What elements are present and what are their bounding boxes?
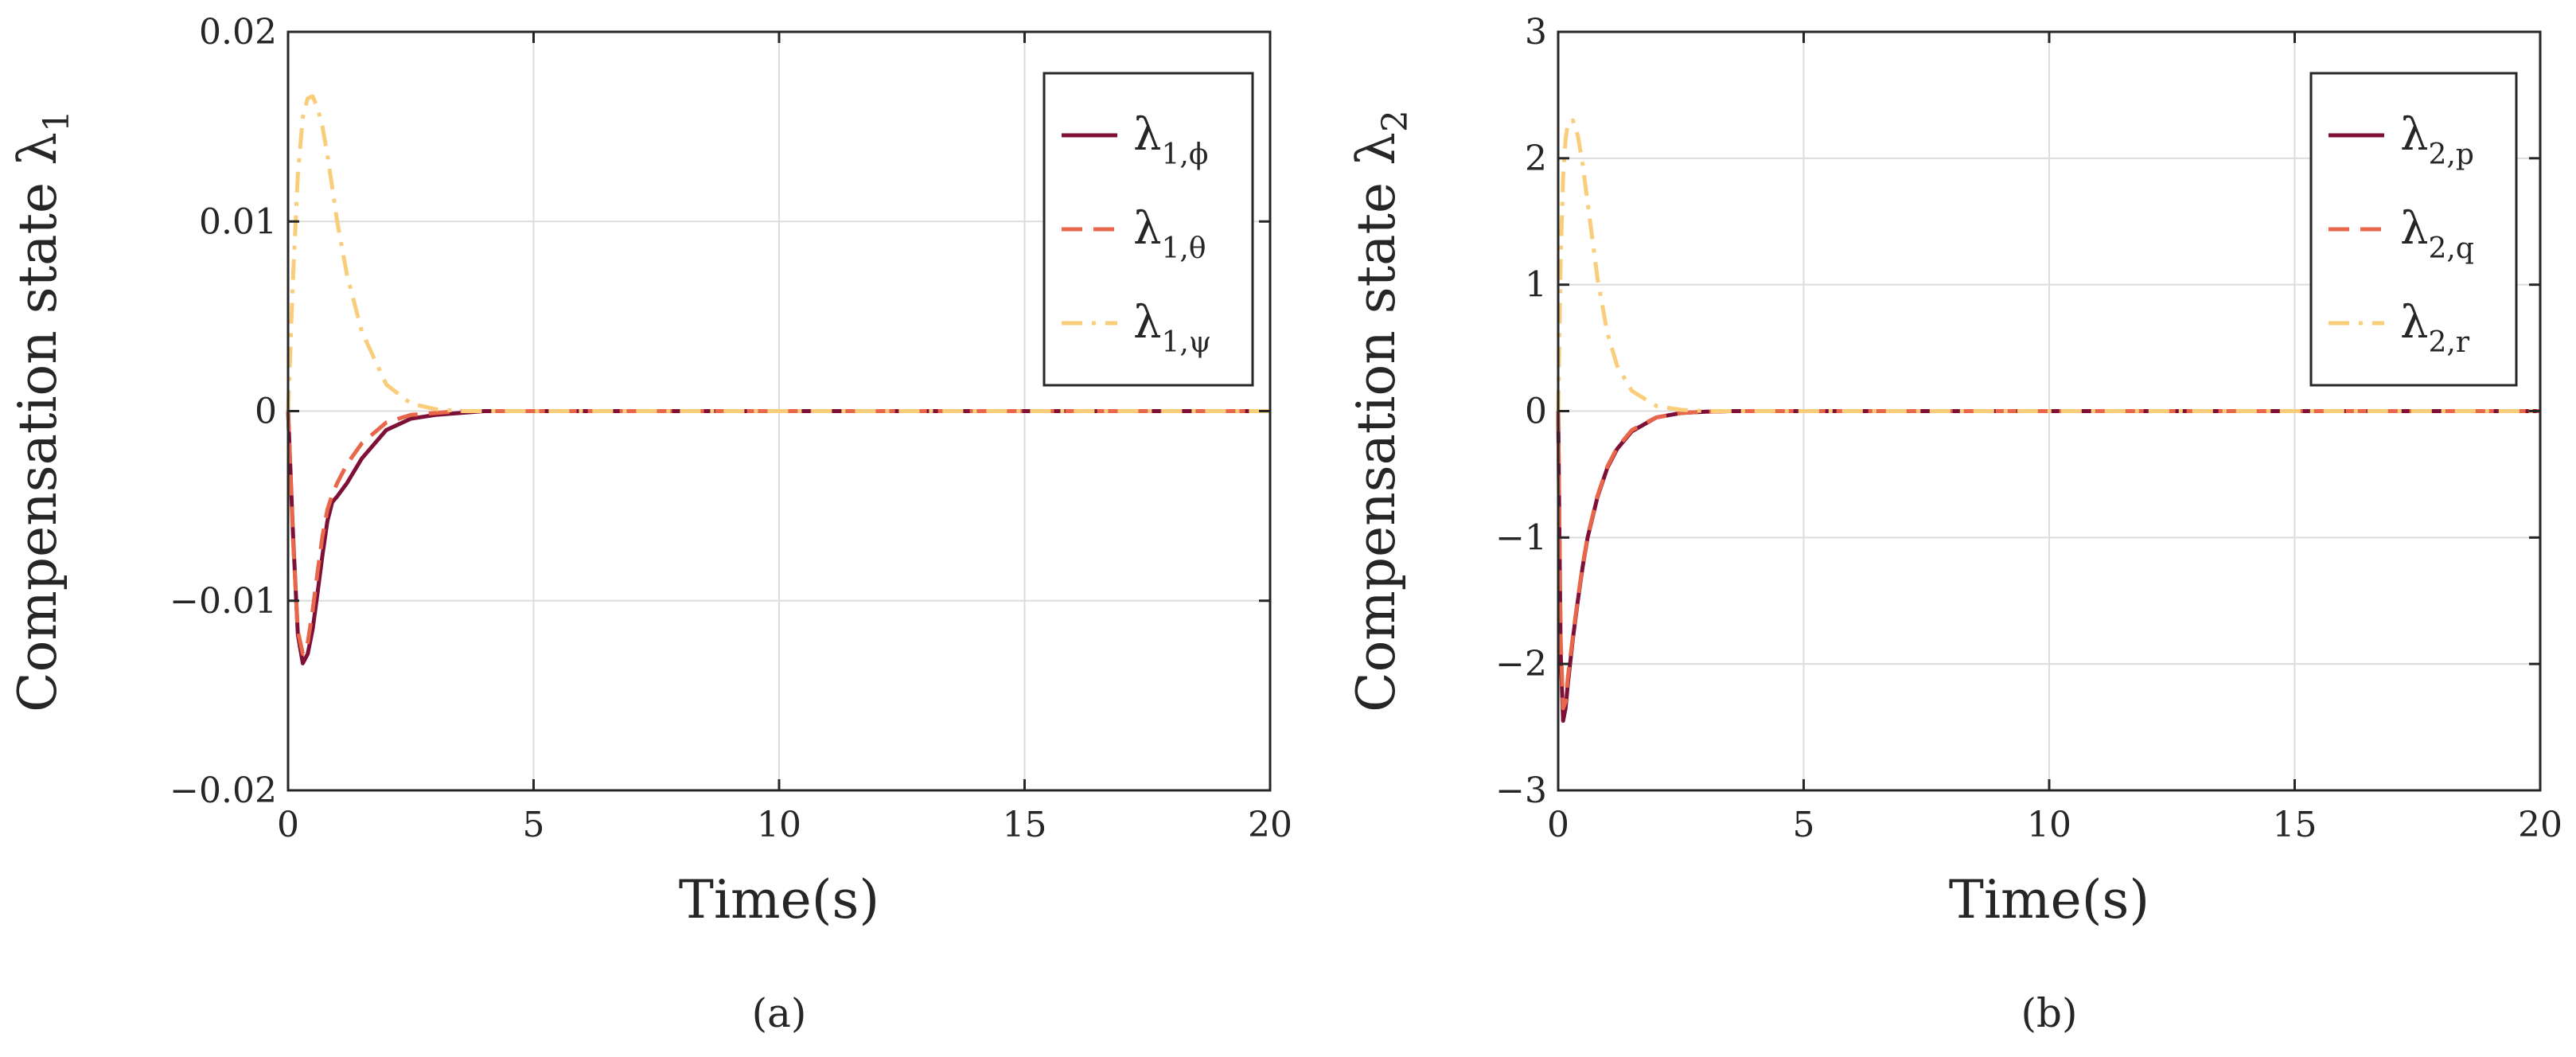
y-tick-label: 1 [1525,265,1547,306]
chart-panel-b: 0 5 10 15 20 −3 −2 −1 0 1 2 3 Time(s) Compensation st… [1346,12,2562,1036]
legend-label-1: λ1,ϕ [1133,109,1208,171]
x-tick-label: 5 [1793,805,1815,845]
x-tick-label: 10 [757,805,801,845]
y-tick-label: −0.02 [170,770,277,811]
x-axis-label: Time(s) [679,869,879,930]
x-tick-label: 20 [1248,805,1292,845]
x-tick-label: 0 [1547,805,1569,845]
y-tick-label: 0.02 [199,12,277,53]
x-tick-label: 20 [2518,805,2562,845]
series-line-2 [1556,409,2540,711]
x-tick-label: 10 [2027,805,2071,845]
legend-label-1: λ2,p [2400,109,2474,171]
legend: λ2,p λ2,q λ2,r [2309,72,2518,387]
y-tick-label: −2 [1495,644,1547,685]
legend-label-3: λ2,r [2400,297,2470,359]
y-tick-label: 0.01 [199,201,277,242]
chart-panel-a: 0 5 10 15 20 −0.02 −0.01 0 0.01 0.02 Time(s) Compen… [7,12,1292,1036]
series-line-3 [1556,118,2540,413]
y-tick-label: 3 [1525,12,1547,53]
panel-caption: (a) [752,990,807,1036]
y-axis-label: Compensation state λ2 [1346,110,1416,712]
panel-caption: (b) [2021,990,2077,1036]
x-tick-label: 5 [523,805,545,845]
y-tick-label: −0.01 [170,581,277,622]
x-tick-label: 15 [1003,805,1047,845]
y-tick-label: −3 [1495,770,1547,811]
y-tick-label: 2 [1525,138,1547,179]
x-axis-label: Time(s) [1949,869,2149,930]
legend-label-3: λ1,ψ [1133,297,1211,359]
legend-label-2: λ1,θ [1133,203,1206,265]
legend-label-2: λ2,q [2400,203,2474,265]
y-tick-label: −1 [1495,517,1547,558]
x-tick-label: 15 [2273,805,2317,845]
series-line-3 [286,94,1270,413]
y-axis-label: Compensation state λ1 [7,110,77,712]
y-tick-label: 0 [255,392,277,432]
x-tick-label: 0 [277,805,299,845]
legend: λ1,ϕ λ1,θ λ1,ψ [1042,72,1254,387]
y-tick-label: 0 [1525,392,1547,432]
